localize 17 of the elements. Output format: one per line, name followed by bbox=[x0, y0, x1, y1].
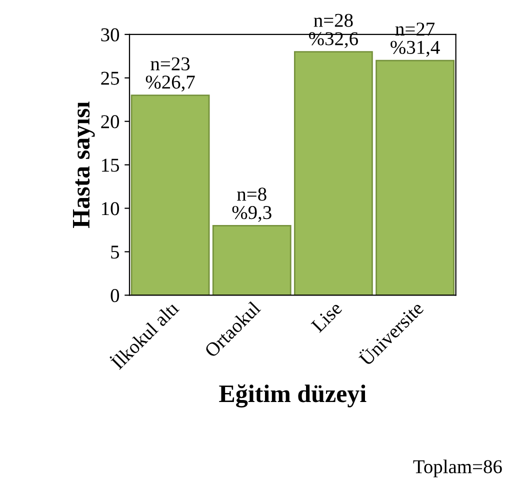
bar bbox=[294, 51, 373, 296]
y-tick-label: 5 bbox=[111, 246, 120, 259]
y-tick-label: 10 bbox=[102, 202, 120, 216]
x-tick-label: Lise bbox=[310, 300, 343, 334]
x-axis-title: Eğitim düzeyi bbox=[219, 384, 366, 408]
y-tick-label: 15 bbox=[102, 158, 120, 172]
data-label: n=23 %26,7 bbox=[146, 57, 195, 92]
bar bbox=[130, 94, 210, 296]
data-label: n=8 %9,3 bbox=[232, 188, 272, 222]
y-tick-label: 0 bbox=[110, 289, 120, 302]
bar bbox=[212, 224, 292, 296]
y-tick-label: 30 bbox=[101, 28, 120, 42]
y-axis-title: Hasta sayısı bbox=[73, 102, 95, 228]
y-tick-label: 20 bbox=[101, 115, 120, 128]
y-tick-label: 25 bbox=[101, 72, 120, 85]
text: Toplam=86 bbox=[413, 460, 502, 478]
bar bbox=[376, 60, 454, 296]
